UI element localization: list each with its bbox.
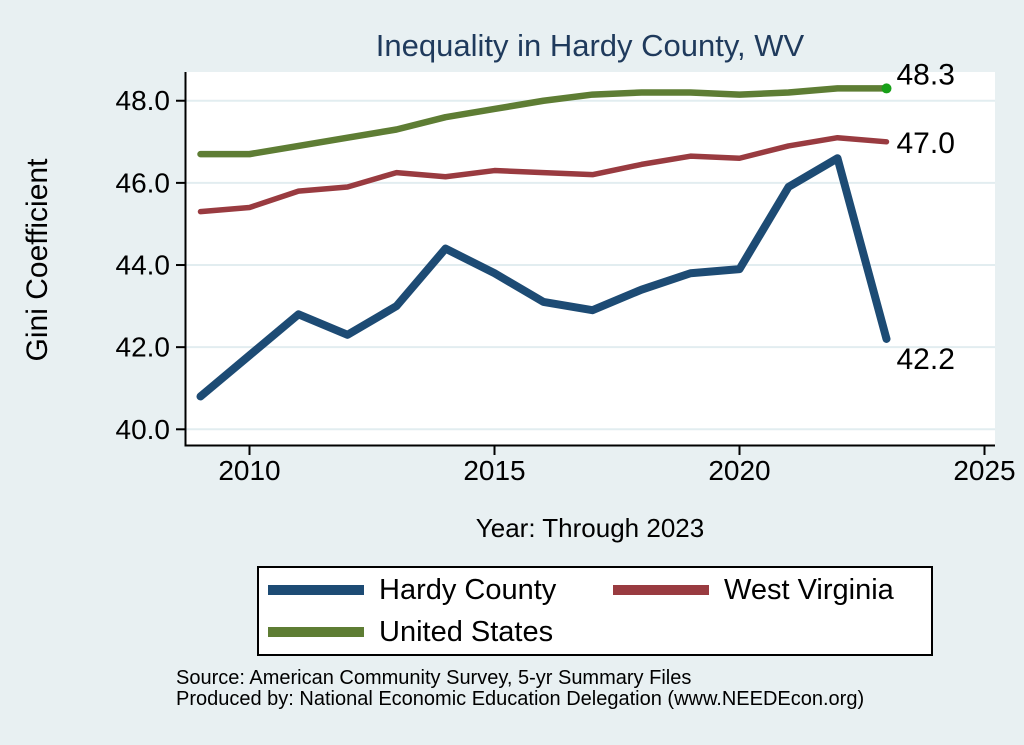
legend: Hardy County West Virginia United States xyxy=(257,566,933,656)
x-tick-label: 2020 xyxy=(708,455,770,486)
legend-item-united-states: United States xyxy=(268,612,613,652)
series-line-west-virginia xyxy=(197,134,890,215)
y-tick-label: 46.0 xyxy=(116,167,171,198)
x-tick-label: 2015 xyxy=(463,455,525,486)
legend-label: West Virginia xyxy=(724,573,894,606)
series-end-label-west-virginia: 47.0 xyxy=(897,127,955,160)
x-tick-label: 2025 xyxy=(953,455,1015,486)
series-line-hardy-county xyxy=(196,154,891,401)
y-tick-label: 40.0 xyxy=(116,414,171,445)
source-note: Source: American Community Survey, 5-yr … xyxy=(176,668,864,710)
legend-item-hardy-county: Hardy County xyxy=(268,570,613,610)
y-tick-label: 42.0 xyxy=(116,332,171,363)
y-tick-label: 48.0 xyxy=(116,85,171,116)
series-end-label-united-states: 48.3 xyxy=(897,58,955,91)
x-axis-title: Year: Through 2023 xyxy=(475,513,705,543)
y-tick-label: 44.0 xyxy=(116,250,171,281)
legend-swatch-west-virginia xyxy=(613,585,709,595)
legend-swatch-united-states xyxy=(268,627,364,637)
plot-area: 40.0 42.0 44.0 46.0 48.0 2010 2015 2020 2025 42.2… xyxy=(116,58,1016,486)
legend-swatch-hardy-county xyxy=(268,585,364,595)
source-line: Source: American Community Survey, 5-yr … xyxy=(176,667,692,689)
legend-item-west-virginia: West Virginia xyxy=(613,570,931,610)
legend-label: United States xyxy=(379,615,554,648)
chart-title: Inequality in Hardy County, WV xyxy=(375,28,805,63)
x-tick-label: 2010 xyxy=(218,455,280,486)
series-end-marker-united-states xyxy=(881,83,892,94)
series-end-label-hardy-county: 42.2 xyxy=(897,343,955,376)
legend-label: Hardy County xyxy=(379,573,557,606)
series-line-united-states xyxy=(197,85,890,158)
produced-by-line: Produced by: National Economic Education… xyxy=(176,688,865,710)
plot-background xyxy=(185,72,995,445)
